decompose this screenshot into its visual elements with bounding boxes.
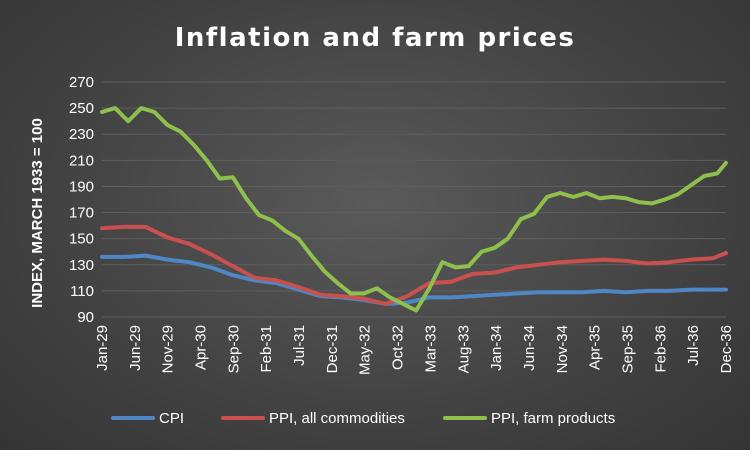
- chart-title: Inflation and farm prices: [175, 23, 576, 53]
- x-tick-label: Jun-29: [127, 325, 144, 371]
- x-tick-label: Jul-36: [685, 325, 702, 366]
- legend-label-0: CPI: [159, 410, 184, 427]
- y-tick-label: 90: [77, 309, 94, 326]
- y-tick-label: 190: [69, 178, 94, 195]
- x-tick-label: Jan-29: [94, 325, 111, 371]
- legend: CPI PPI, all commodities PPI, farm product…: [111, 410, 615, 427]
- y-tick-label: 270: [69, 74, 94, 91]
- x-tick-label: Jul-31: [291, 325, 308, 366]
- x-tick-labels: Jan-29 Jun-29 Nov-29 Apr-30 Sep-30 Feb-31 Jul-…: [94, 325, 735, 375]
- series-line-1: [100, 224, 728, 306]
- x-tick-label: Dec-31: [324, 325, 341, 373]
- y-tick-label: 130: [69, 257, 94, 274]
- x-tick-label: Jan-34: [488, 325, 505, 371]
- x-tick-label: Jun-34: [521, 325, 538, 371]
- y-tick-label: 250: [69, 100, 94, 117]
- y-tick-label: 150: [69, 231, 94, 248]
- y-tick-label: 110: [70, 283, 94, 300]
- x-tick-label: Oct-32: [390, 325, 407, 370]
- x-tick-label: Nov-34: [554, 325, 571, 373]
- legend-label-2: PPI, farm products: [491, 410, 615, 427]
- y-tick-labels: 90 110 130 150 170 190 210 230 250 270: [69, 74, 94, 326]
- x-tick-label: Aug-33: [455, 325, 472, 373]
- y-tick-label: 210: [69, 152, 94, 169]
- x-tick-label: Feb-36: [652, 325, 669, 373]
- x-tick-label: Mar-33: [422, 325, 439, 373]
- x-tick-label: May-32: [357, 325, 374, 375]
- x-tick-label: Sep-30: [225, 325, 242, 373]
- x-tick-label: Apr-30: [193, 325, 210, 370]
- y-tick-label: 170: [69, 205, 94, 222]
- x-tick-label: Nov-29: [160, 325, 177, 373]
- series-line-0: [100, 253, 728, 306]
- y-tick-label: 230: [69, 126, 94, 143]
- x-tick-label: Dec-36: [718, 325, 735, 373]
- legend-label-1: PPI, all commodities: [269, 410, 405, 427]
- series-lines: [100, 106, 728, 313]
- x-tick-label: Feb-31: [258, 325, 275, 373]
- x-tick-label: Sep-35: [619, 325, 636, 373]
- x-tick-label: Apr-35: [587, 325, 604, 370]
- series-line-2: [100, 106, 728, 313]
- y-axis-label: INDEX, MARCH 1933 = 100: [29, 118, 46, 308]
